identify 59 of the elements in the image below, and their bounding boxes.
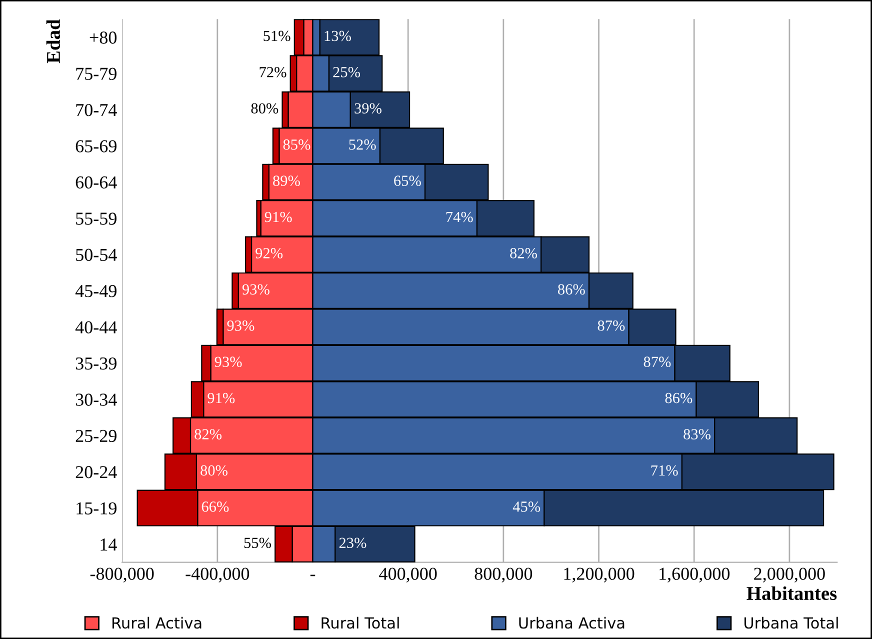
annotation: 87% (598, 320, 625, 331)
annotation: 74% (446, 212, 473, 222)
annotation: 80% (200, 465, 228, 476)
annotation: 82% (510, 248, 537, 258)
y-tick-label: 30-34 (76, 394, 117, 406)
y-tick-label: 15-19 (76, 502, 116, 514)
annotation: 82% (194, 429, 222, 440)
annotation: 86% (665, 392, 692, 404)
annotation: 91% (208, 392, 235, 404)
x-tick-label: 800,000 (474, 568, 532, 582)
annotation: 72% (260, 67, 286, 78)
legend-label: Urbana Total (744, 616, 838, 629)
y-tick-label: 40-44 (75, 321, 117, 334)
y-tick-label: 14 (100, 538, 117, 550)
annotation: 45% (512, 502, 540, 512)
annotation: 71% (651, 465, 678, 476)
x-tick-label: - (310, 574, 316, 576)
y-tick-label: 60-64 (76, 176, 117, 189)
y-tick-label: 35-39 (76, 357, 116, 370)
annotation: 86% (558, 284, 585, 295)
annotation: 39% (354, 103, 382, 114)
annotation: 66% (202, 502, 229, 512)
annotation: 51% (264, 30, 290, 42)
y-axis-title: Edad (46, 19, 60, 64)
legend-label: Rural Total (322, 616, 399, 629)
x-tick-label: -800,000 (90, 568, 154, 582)
x-tick-label: 2,000,000 (754, 568, 825, 582)
annotation: 87% (644, 356, 671, 368)
annotation: 23% (339, 538, 366, 548)
annotation: 85% (283, 139, 310, 150)
annotation: 93% (214, 356, 242, 368)
annotation: 55% (244, 538, 272, 548)
x-tick-label: -400,000 (186, 568, 250, 582)
y-tick-label: 55-59 (76, 212, 116, 225)
x-tick-label: 1,600,000 (660, 568, 730, 582)
annotation: 92% (256, 248, 283, 258)
legend-label: Urbana Activa (519, 616, 624, 629)
annotation: 89% (273, 176, 300, 186)
y-tick-label: 20-24 (76, 466, 117, 478)
annotation: 93% (227, 320, 254, 331)
y-tick-label: 65-69 (76, 140, 116, 152)
annotation: 83% (684, 429, 711, 440)
annotation: 80% (251, 103, 278, 114)
y-tick-label: 70-74 (76, 104, 117, 116)
legend-label: Rural Activa (112, 616, 202, 629)
y-tick-label: 50-54 (76, 248, 117, 261)
annotation: 13% (324, 30, 351, 42)
annotation: 52% (349, 139, 376, 150)
y-tick-label: +80 (90, 32, 117, 44)
y-tick-label: 75-79 (76, 68, 116, 80)
y-tick-label: 25-29 (76, 430, 116, 442)
x-axis-title: Habitantes (746, 586, 837, 600)
annotation: 93% (242, 284, 270, 295)
x-tick-label: 1,200,000 (564, 568, 634, 582)
annotation: 91% (264, 212, 292, 222)
annotation: 65% (394, 176, 421, 186)
y-tick-label: 45-49 (75, 285, 116, 298)
annotation: 25% (333, 67, 360, 78)
x-tick-label: 400,000 (379, 568, 437, 582)
